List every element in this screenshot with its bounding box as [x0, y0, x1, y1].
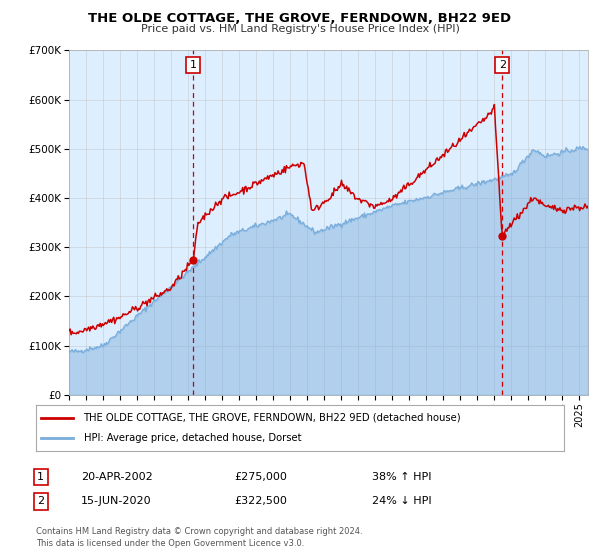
Text: Price paid vs. HM Land Registry's House Price Index (HPI): Price paid vs. HM Land Registry's House … — [140, 24, 460, 34]
Text: 2: 2 — [37, 496, 44, 506]
Text: THE OLDE COTTAGE, THE GROVE, FERNDOWN, BH22 9ED: THE OLDE COTTAGE, THE GROVE, FERNDOWN, B… — [88, 12, 512, 25]
Text: Contains HM Land Registry data © Crown copyright and database right 2024.: Contains HM Land Registry data © Crown c… — [36, 528, 362, 536]
Text: HPI: Average price, detached house, Dorset: HPI: Average price, detached house, Dors… — [83, 433, 301, 443]
Text: 20-APR-2002: 20-APR-2002 — [81, 472, 153, 482]
Text: 24% ↓ HPI: 24% ↓ HPI — [372, 496, 431, 506]
Text: £275,000: £275,000 — [234, 472, 287, 482]
Text: 2: 2 — [499, 60, 506, 70]
Text: THE OLDE COTTAGE, THE GROVE, FERNDOWN, BH22 9ED (detached house): THE OLDE COTTAGE, THE GROVE, FERNDOWN, B… — [83, 413, 461, 423]
Text: This data is licensed under the Open Government Licence v3.0.: This data is licensed under the Open Gov… — [36, 539, 304, 548]
Text: 1: 1 — [37, 472, 44, 482]
Text: 15-JUN-2020: 15-JUN-2020 — [81, 496, 152, 506]
Text: 1: 1 — [190, 60, 197, 70]
Text: 38% ↑ HPI: 38% ↑ HPI — [372, 472, 431, 482]
Text: £322,500: £322,500 — [234, 496, 287, 506]
